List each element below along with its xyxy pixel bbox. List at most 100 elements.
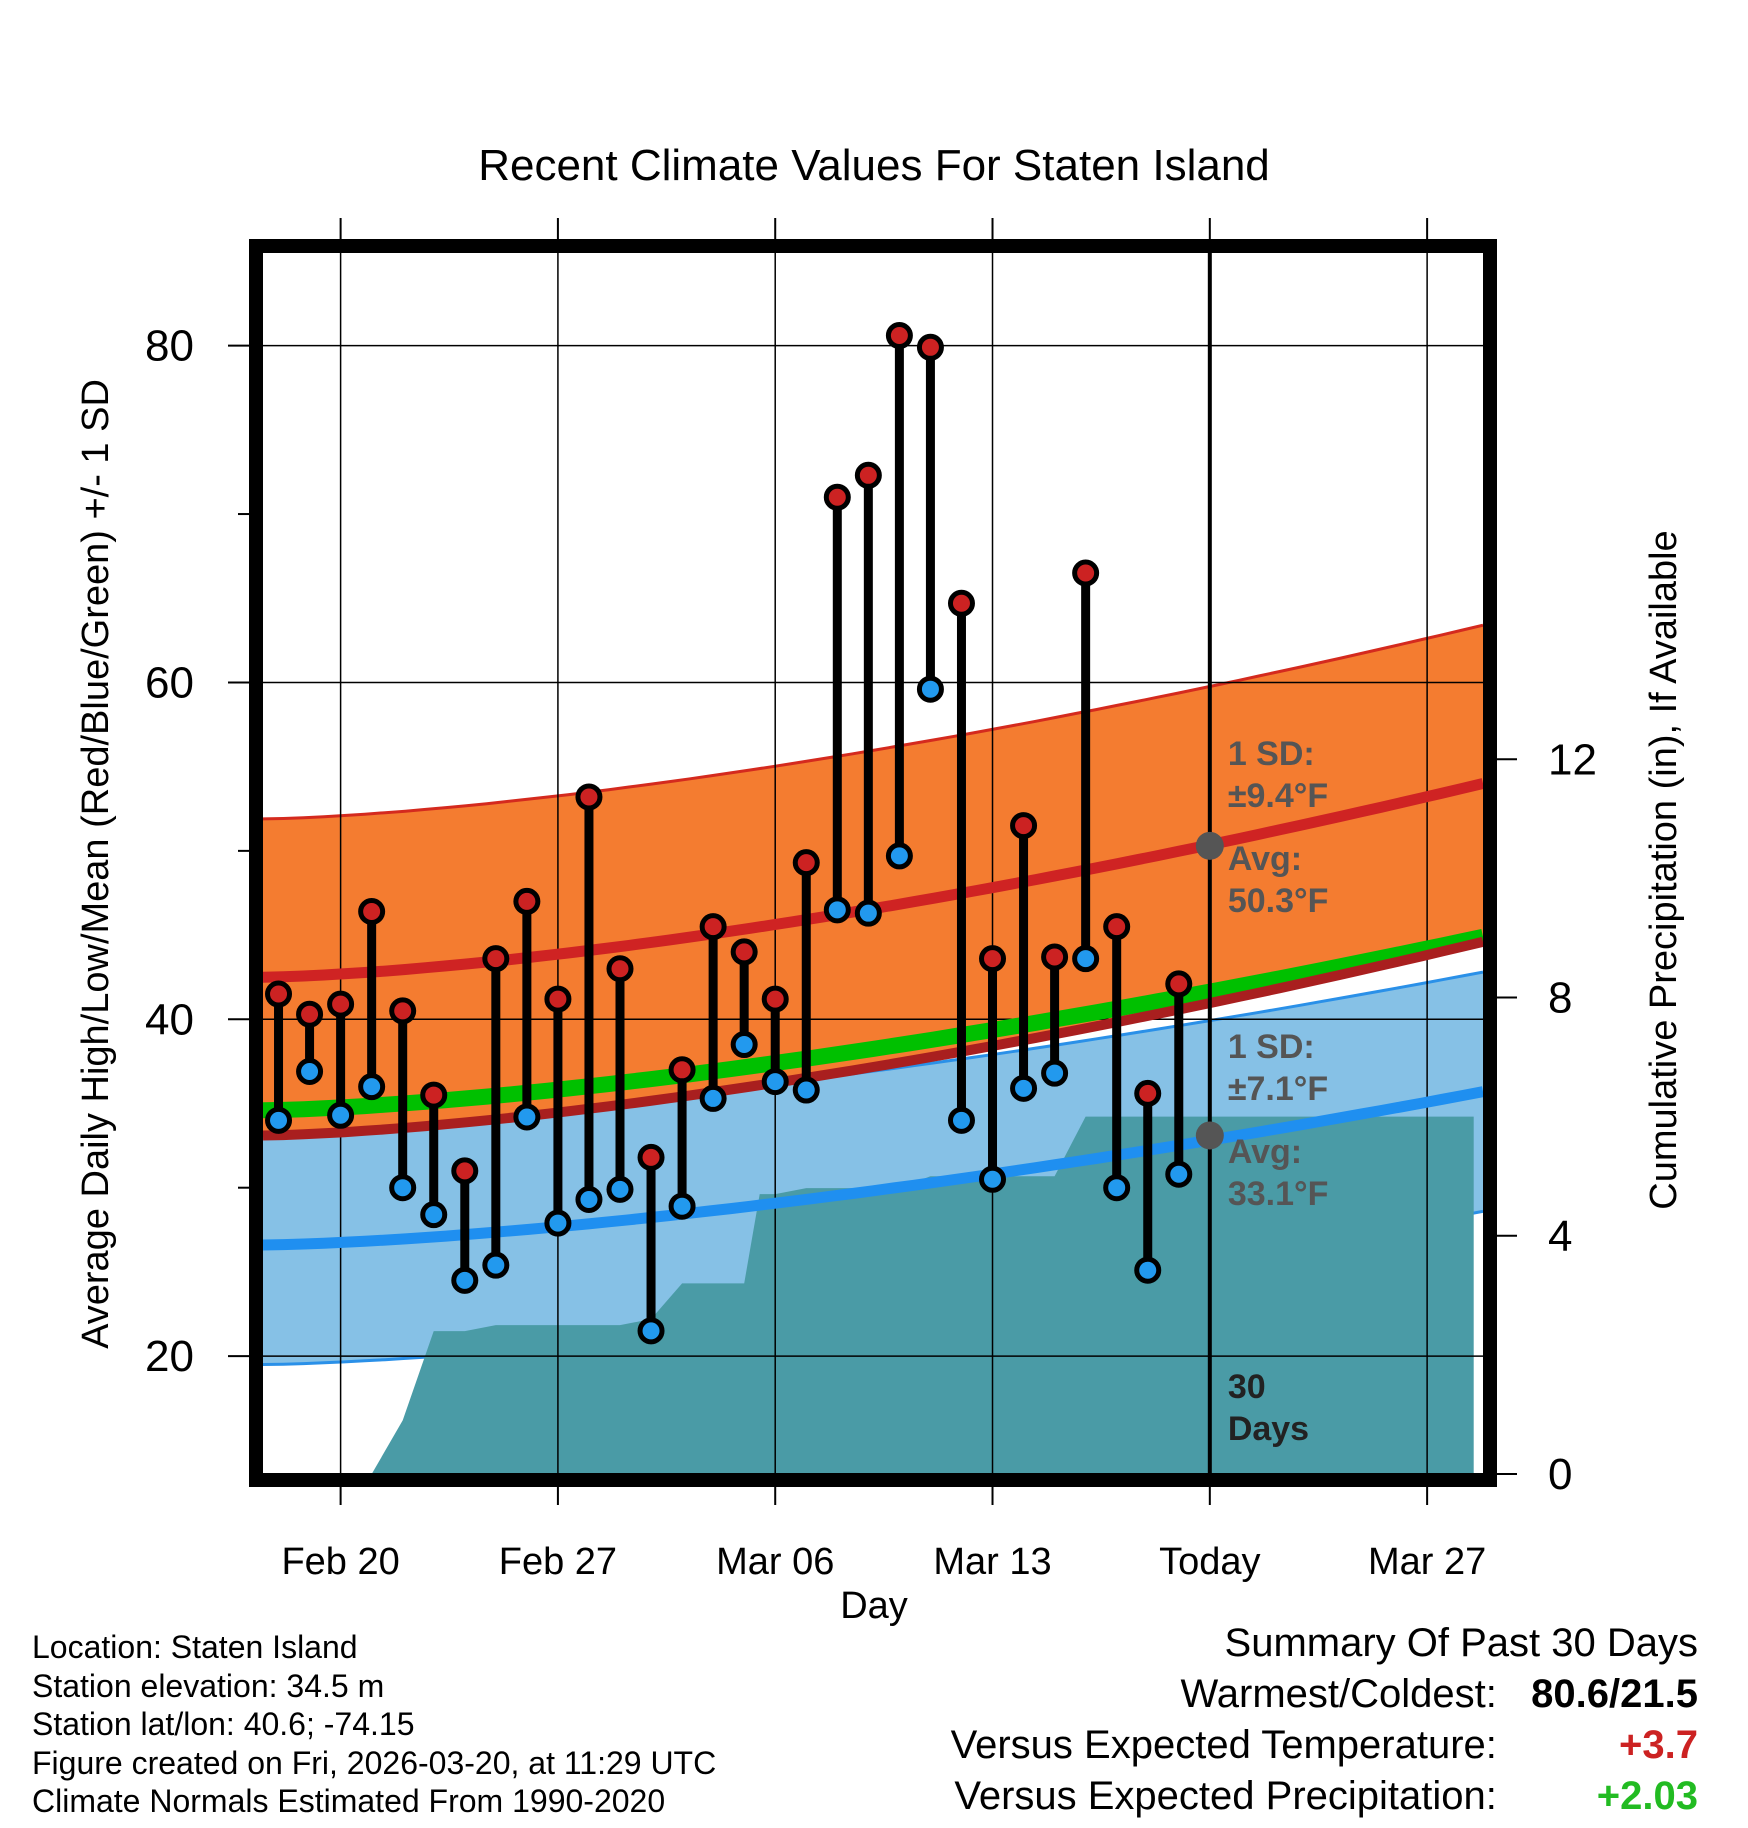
climate-chart: Recent Climate Values For Staten Island …	[75, 141, 1685, 1627]
annot-high-avg-line2: 50.3°F	[1228, 882, 1329, 920]
station-info: Location: Staten Island Station elevatio…	[32, 1628, 716, 1821]
info-location: Location: Staten Island	[32, 1629, 358, 1665]
annot-high-avg-line1: Avg:	[1228, 840, 1302, 878]
daily-high-point	[327, 990, 355, 1018]
daily-high-point	[1103, 913, 1131, 941]
daily-high-point	[296, 1000, 324, 1028]
daily-low-point	[544, 1209, 572, 1237]
daily-low-point	[1103, 1174, 1131, 1202]
daily-low-point	[637, 1317, 665, 1345]
x-tick-label: Feb 20	[281, 1541, 399, 1583]
daily-low-point	[761, 1068, 789, 1096]
plot-frame	[249, 239, 1497, 1487]
info-created: Figure created on Fri, 2026-03-20, at 11…	[32, 1744, 717, 1781]
daily-high-point	[513, 887, 541, 915]
y-tick-label: 20	[145, 1332, 194, 1381]
daily-low-point	[451, 1266, 479, 1294]
precip-label: Versus Expected Precipitation:	[954, 1774, 1497, 1818]
daily-low-point	[575, 1185, 603, 1213]
daily-high-point	[1134, 1079, 1162, 1107]
daily-low-point	[513, 1103, 541, 1131]
daily-low-point	[792, 1076, 820, 1104]
daily-high-point	[1041, 943, 1069, 971]
y-axis-label: Average Daily High/Low/Mean (Red/Blue/Gr…	[75, 379, 117, 1349]
daily-low-point	[1010, 1074, 1038, 1102]
temp-value: +3.7	[1619, 1723, 1698, 1767]
daily-low-point	[296, 1057, 324, 1085]
daily-high-point	[854, 461, 882, 489]
daily-high-point	[947, 589, 975, 617]
daily-low-point	[730, 1031, 758, 1059]
x-axis-label: Day	[840, 1585, 908, 1627]
x-tick-label: Mar 06	[716, 1541, 834, 1583]
today-low-avg-dot	[1195, 1121, 1224, 1150]
daily-high-point	[544, 985, 572, 1013]
daily-high-point	[606, 955, 634, 983]
normal-mean-line	[263, 928, 1483, 1119]
daily-high-point	[916, 333, 944, 361]
daily-high-point	[637, 1143, 665, 1171]
daily-high-point	[699, 913, 727, 941]
daily-high-point	[823, 483, 851, 511]
daily-low-point	[1165, 1160, 1193, 1188]
daily-low-point	[916, 675, 944, 703]
daily-low-point	[482, 1251, 510, 1279]
temp-label: Versus Expected Temperature:	[950, 1723, 1497, 1767]
annot-high-sd-line2: ±9.4°F	[1228, 777, 1328, 815]
summary-heading: Summary Of Past 30 Days	[1224, 1621, 1698, 1665]
daily-low-point	[668, 1192, 696, 1220]
daily-low-point	[1134, 1256, 1162, 1284]
daily-low-point	[854, 899, 882, 927]
y-tick-label: 40	[145, 995, 194, 1044]
daily-high-point	[979, 945, 1007, 973]
x-tick-label: Feb 27	[499, 1541, 617, 1583]
precip-value: +2.03	[1596, 1774, 1698, 1818]
daily-low-point	[699, 1084, 727, 1112]
y2-tick-label: 0	[1548, 1450, 1572, 1499]
daily-high-point	[668, 1056, 696, 1084]
daily-high-point	[1072, 559, 1100, 587]
warm-label: Warmest/Coldest:	[1180, 1672, 1497, 1716]
daily-low-point	[1041, 1059, 1069, 1087]
daily-high-point	[1165, 970, 1193, 998]
daily-low-point	[823, 896, 851, 924]
summary-panel: Summary Of Past 30 Days Warmest/Coldest:…	[951, 1618, 1698, 1822]
daily-low-point	[606, 1175, 634, 1203]
today-high-avg-dot	[1195, 831, 1224, 860]
x-tick-label: Mar 13	[933, 1541, 1051, 1583]
y2-tick-label: 12	[1548, 735, 1597, 784]
daily-low-point	[947, 1106, 975, 1134]
y-tick-label: 80	[145, 322, 194, 371]
x-tick-label: Today	[1159, 1541, 1260, 1583]
daily-low-point	[327, 1101, 355, 1129]
daily-high-point	[730, 938, 758, 966]
daily-high-point	[885, 322, 913, 350]
daily-high-point	[451, 1157, 479, 1185]
daily-low-point	[979, 1165, 1007, 1193]
annot-days-line2: Days	[1228, 1410, 1309, 1448]
info-elevation: Station elevation: 34.5 m	[32, 1667, 385, 1704]
summary-precip-row: Versus Expected Precipitation: +2.03	[951, 1771, 1698, 1822]
daily-high-point	[420, 1081, 448, 1109]
summary-warm-row: Warmest/Coldest: 80.6/21.5	[951, 1669, 1699, 1720]
info-latlon: Station lat/lon: 40.6; -74.15	[32, 1706, 415, 1742]
daily-low-point	[1072, 945, 1100, 973]
y-tick-label: 60	[145, 658, 194, 707]
daily-high-point	[1010, 812, 1038, 840]
y2-tick-label: 8	[1548, 974, 1572, 1023]
warm-value: 80.6/21.5	[1531, 1672, 1698, 1716]
annot-low-avg-line1: Avg:	[1228, 1133, 1302, 1171]
summary-temp-row: Versus Expected Temperature: +3.7	[951, 1720, 1698, 1771]
daily-high-point	[358, 897, 386, 925]
annot-low-avg-line2: 33.1°F	[1228, 1175, 1329, 1213]
daily-high-point	[482, 945, 510, 973]
daily-high-point	[792, 849, 820, 877]
precip-area	[278, 1116, 1474, 1474]
daily-low-point	[389, 1174, 417, 1202]
annot-days-line1: 30	[1228, 1368, 1266, 1406]
annot-high-sd-line1: 1 SD:	[1228, 735, 1315, 773]
daily-low-point	[420, 1201, 448, 1229]
high-sd-upper-line	[263, 623, 1483, 821]
x-tick-label: Mar 27	[1368, 1541, 1486, 1583]
daily-high-point	[575, 783, 603, 811]
